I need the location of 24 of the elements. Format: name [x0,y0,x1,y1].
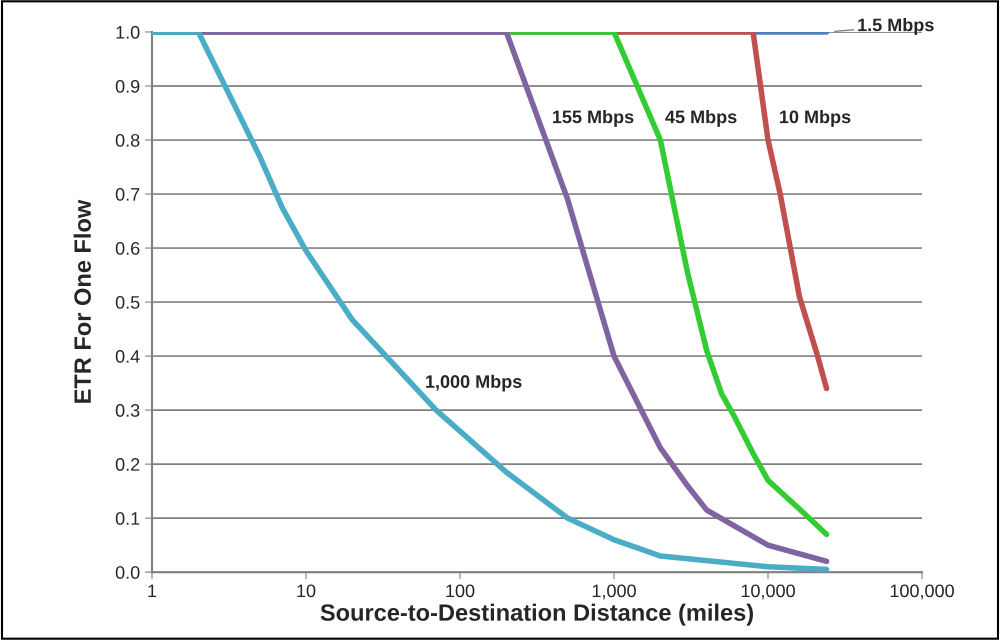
y-tick-label: 1.0 [116,26,140,39]
x-tick-label: 1,000 [592,584,636,600]
x-axis-title: Source-to-Destination Distance (miles) [320,604,753,626]
series-label: 155 Mbps [553,110,634,127]
y-tick-label: 0.2 [116,458,140,471]
x-tick-label: 100 [446,584,474,598]
y-tick-label: 0.6 [116,242,140,255]
series-label: 1.5 Mbps [858,18,934,35]
series-label: 1,000 Mbps [426,374,522,392]
x-tick-label: 10 [297,584,316,598]
series-label: 10 Mbps [780,110,850,127]
y-tick-label: 0.5 [116,296,140,309]
y-tick-label: 0.7 [116,188,140,201]
x-tick-label: 100,000 [890,584,954,600]
y-tick-label: 0.9 [116,80,140,93]
x-tick-label: 10,000 [742,584,795,600]
y-tick-label: 0.1 [116,512,140,525]
series-label: 45 Mbps [665,110,736,127]
y-axis-title: ETR For One Flow [74,200,91,403]
y-tick-label: 0.3 [116,404,140,417]
y-tick-label: 0.4 [116,350,140,363]
y-tick-label: 0.8 [116,134,140,147]
y-tick-label: 0.0 [116,566,140,579]
x-tick-label: 1 [148,584,156,598]
